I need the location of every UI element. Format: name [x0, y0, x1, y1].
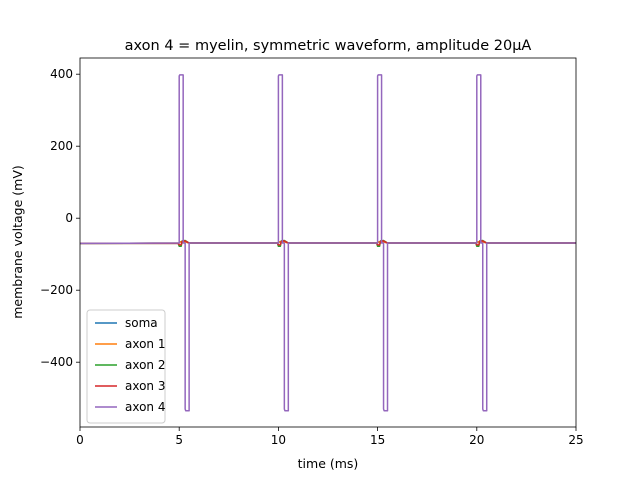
- y-tick-label: 200: [50, 139, 73, 153]
- plot-lines: [79, 74, 576, 412]
- legend-entry-label: soma: [125, 316, 158, 330]
- x-tick-label: 10: [271, 433, 286, 447]
- series-line-axon-4: [79, 74, 576, 412]
- x-tick-label: 15: [370, 433, 385, 447]
- y-axis: 400 200 0 −200 −400: [40, 67, 80, 369]
- plot-frame: [79, 57, 577, 428]
- legend-entry-label: axon 4: [125, 400, 165, 414]
- x-tick-label: 0: [76, 433, 84, 447]
- x-tick-label: 5: [175, 433, 183, 447]
- y-axis-label: membrane voltage (mV): [10, 165, 25, 319]
- legend-entry-label: axon 2: [125, 358, 165, 372]
- x-axis-label: time (ms): [298, 456, 359, 471]
- legend: soma axon 1 axon 2 axon 3 axon 4: [86, 309, 166, 424]
- y-tick-label: 0: [65, 211, 73, 225]
- y-tick-label: 400: [50, 67, 73, 81]
- x-tick-label: 20: [469, 433, 484, 447]
- y-tick-label: −400: [40, 355, 73, 369]
- legend-entry-label: axon 3: [125, 379, 165, 393]
- chart-title: axon 4 = myelin, symmetric waveform, amp…: [125, 38, 532, 54]
- y-tick-label: −200: [40, 283, 73, 297]
- legend-entry-label: axon 1: [125, 337, 165, 351]
- legend-box: [86, 309, 166, 424]
- x-axis: 0 5 10 15 20 25: [76, 427, 584, 447]
- x-tick-label: 25: [568, 433, 583, 447]
